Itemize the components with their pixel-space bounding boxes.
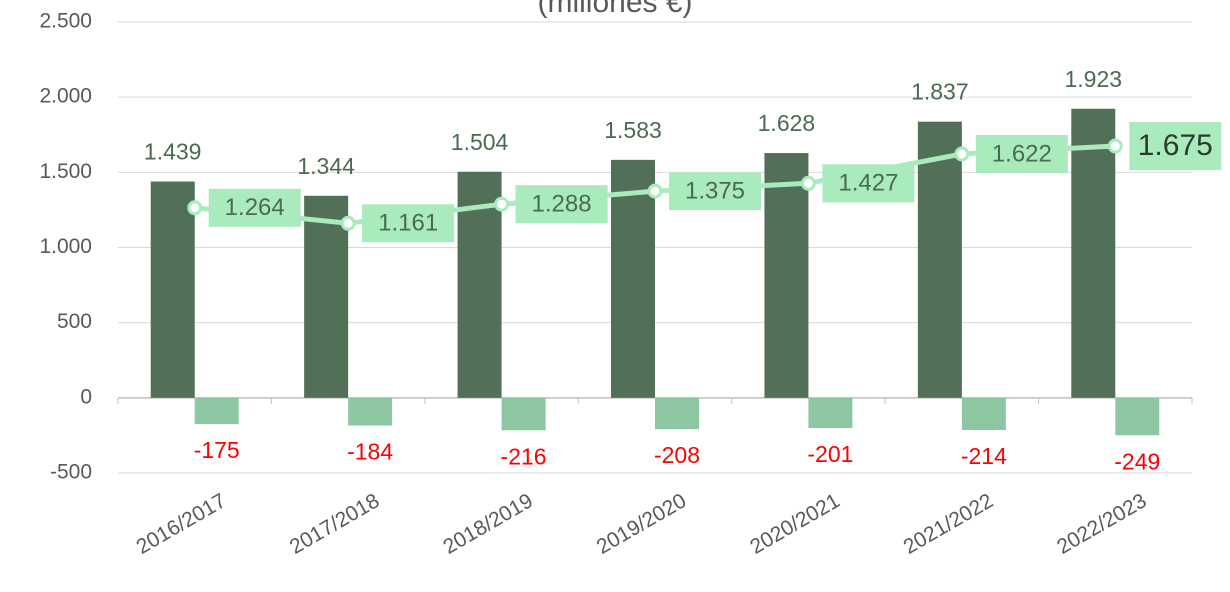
line-point [494,196,510,212]
bar [150,181,195,398]
chart-subtitle: (millones €) [537,0,692,19]
bar [917,121,962,398]
line-label-box [669,172,761,211]
bar [655,397,699,430]
bar-value-label: -208 [654,442,700,468]
y-tick-label: 2.000 [39,85,92,108]
y-tick-label: 1.000 [39,235,92,258]
line-value-label: 1.427 [838,170,898,197]
line-label-box [975,134,1068,173]
x-tick-label: 2020/2021 [746,489,843,559]
bar [764,153,809,398]
line-point [187,200,203,216]
x-tick-label: 2019/2020 [593,489,690,559]
bar-value-label: -216 [501,443,547,469]
x-tick-label: 2017/2018 [286,489,383,559]
line-label-box [515,185,608,224]
line-point [647,183,663,199]
bar [611,159,655,398]
bar-value-label: 1.628 [758,110,816,136]
bar [808,397,853,429]
bar [961,397,1006,431]
bar-value-label: 1.923 [1065,66,1123,92]
bar-value-label: 1.837 [911,79,969,105]
bar [501,397,546,431]
line-label-box [362,204,455,243]
line-point [340,215,356,231]
line-label-box [822,164,915,203]
line-point [954,146,970,162]
bar-value-label: 1.583 [604,117,662,143]
y-tick-label: 2.500 [39,10,92,33]
bar-value-label: 1.504 [451,129,509,155]
bar [348,397,393,426]
bar-value-label: -184 [347,439,393,465]
y-tick-label: 1.500 [39,160,92,183]
bar-value-label: -214 [961,443,1007,469]
bar [1071,108,1116,398]
line-value-label: 1.675 [1138,129,1213,162]
line-point [1107,138,1123,154]
bar-value-label: 1.344 [297,153,355,179]
y-tick-label: 500 [57,310,92,333]
bar [194,397,239,425]
x-tick-label: 2016/2017 [133,489,230,559]
bar-value-label: -201 [807,441,853,467]
x-tick-label: 2022/2023 [1053,489,1150,559]
bar-value-label: 1.439 [144,139,202,165]
line-value-label: 1.622 [992,140,1052,167]
line-label-box [208,188,301,227]
line-label-box [1129,122,1222,171]
bar-value-label: -175 [194,437,240,463]
y-tick-label: -500 [50,461,92,484]
line-value-label: 1.264 [225,194,285,221]
line-value-label: 1.288 [532,191,592,218]
bar [304,195,349,398]
bar [1115,397,1160,436]
bar-value-label: -249 [1114,448,1160,474]
y-tick-label: 0 [80,385,92,408]
line-value-label: 1.161 [378,210,438,237]
x-tick-label: 2018/2019 [439,489,536,559]
line-point [800,175,816,191]
line-value-label: 1.375 [685,177,745,204]
x-tick-label: 2021/2022 [900,489,997,559]
